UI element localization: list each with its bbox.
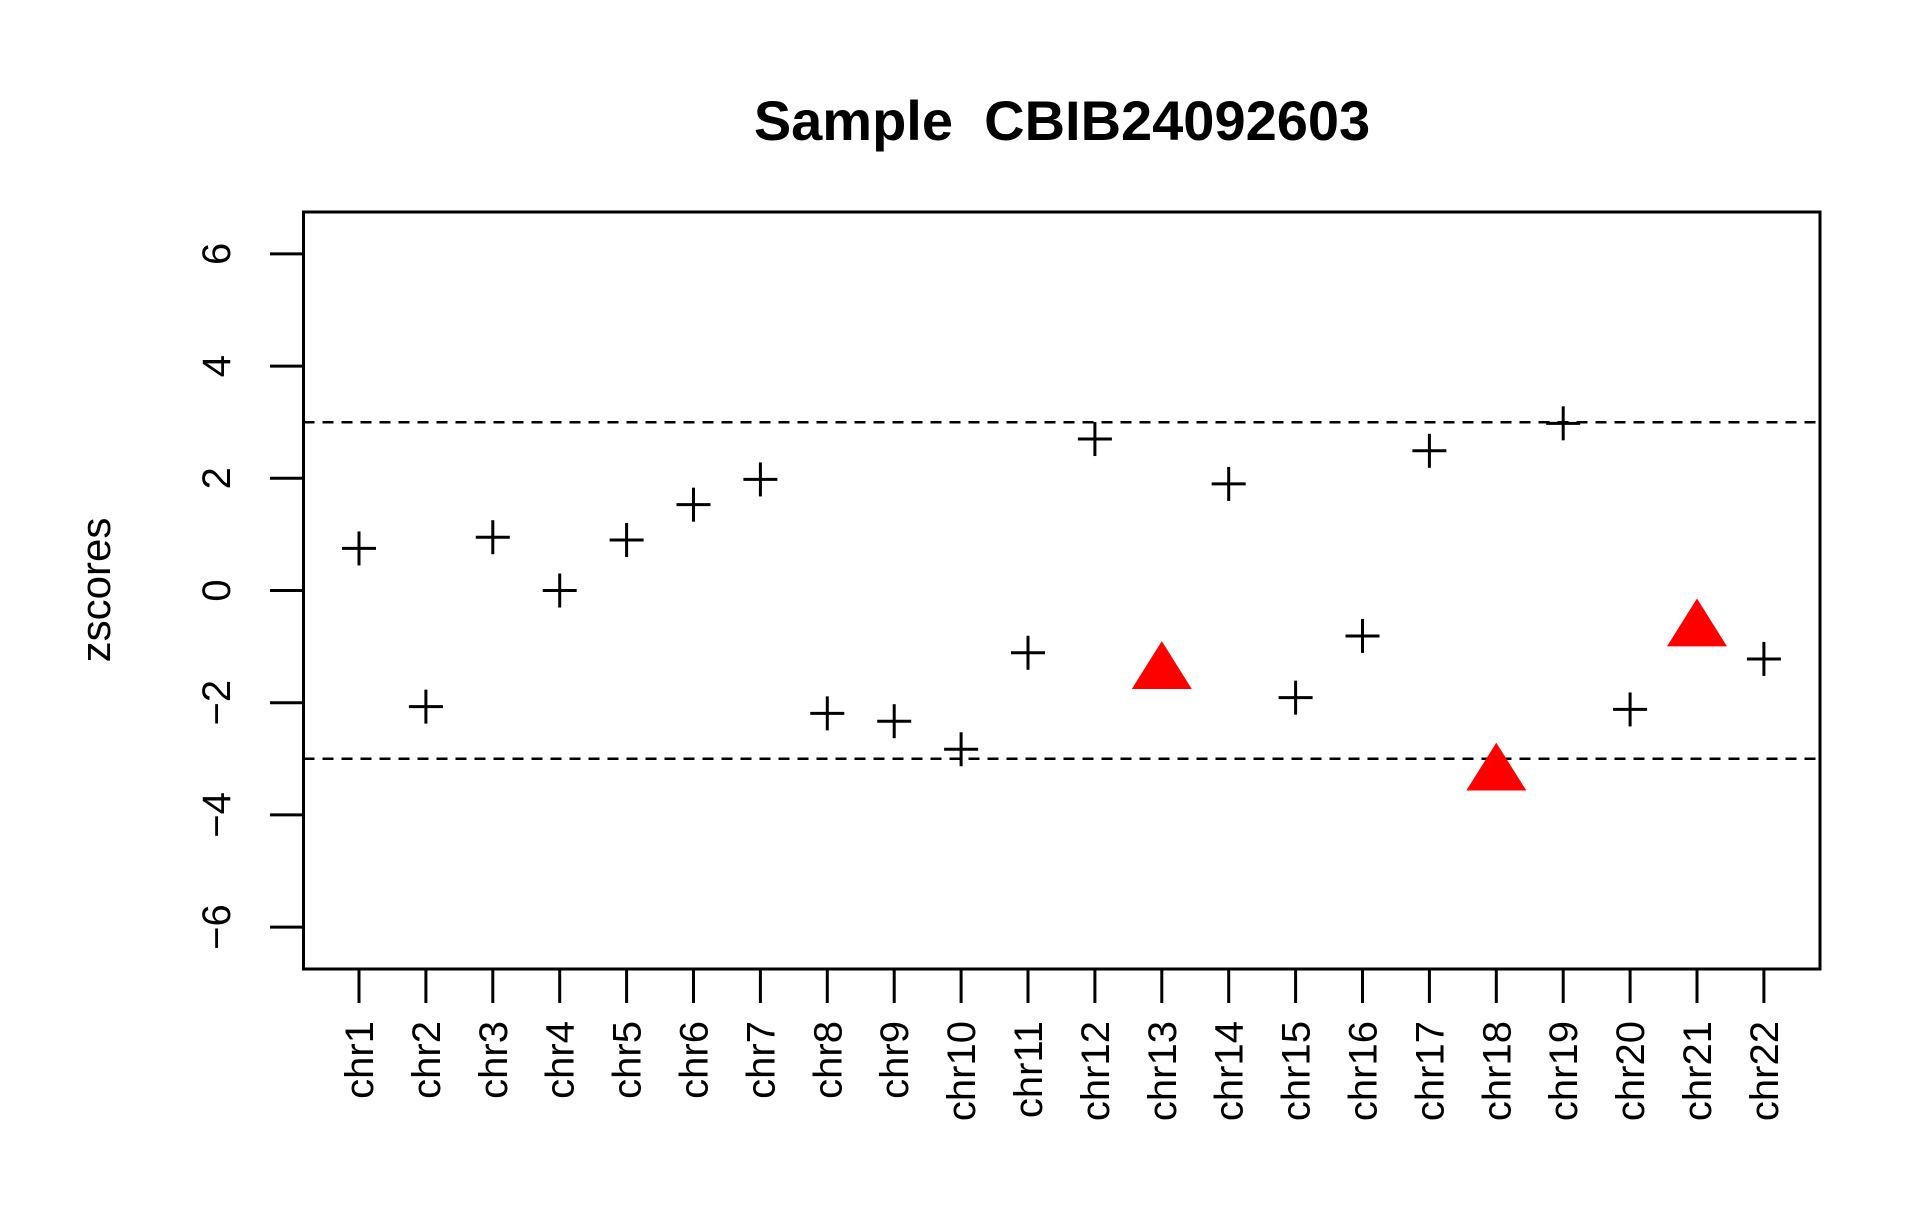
data-points [342,406,1781,791]
plus-point-chr2 [408,689,443,724]
plus-point-chr22 [1746,641,1781,676]
plus-point-chr7 [743,462,778,497]
plus-point-chr5 [609,523,644,558]
plus-point-chr19 [1546,406,1581,441]
x-tick-label-chr7: chr7 [739,1021,783,1099]
plus-point-chr10 [944,732,979,767]
chart-title: Sample CBIB24092603 [754,89,1370,152]
y-tick-label: 6 [195,243,239,265]
plus-point-chr20 [1613,692,1648,727]
triangle-point-chr13 [1131,641,1192,690]
plus-point-chr17 [1412,433,1447,468]
plot-frame [302,210,1822,971]
y-tick-label: −2 [195,680,239,726]
x-tick-label-chr16: chr16 [1342,1021,1386,1121]
x-tick-label-chr19: chr19 [1542,1021,1586,1121]
x-tick-label-chr17: chr17 [1408,1021,1452,1121]
y-tick-label: 2 [195,467,239,489]
x-tick-label-chr12: chr12 [1074,1021,1118,1121]
plus-point-chr6 [676,487,711,522]
x-tick-label-chr2: chr2 [405,1021,449,1099]
plus-point-chr8 [810,696,845,731]
y-tick-label: −6 [195,904,239,950]
x-tick-label-chr4: chr4 [539,1021,583,1099]
x-tick-label-chr8: chr8 [806,1021,850,1099]
x-tick-label-chr6: chr6 [673,1021,717,1099]
y-tick-label: −4 [195,792,239,838]
x-tick-label-chr5: chr5 [606,1021,650,1099]
plus-point-chr14 [1211,466,1246,501]
plus-point-chr11 [1011,635,1045,670]
x-tick-label-chr15: chr15 [1275,1021,1319,1121]
x-tick-label-chr18: chr18 [1475,1021,1519,1121]
x-tick-label-chr10: chr10 [940,1021,984,1121]
x-tick-label-chr20: chr20 [1609,1021,1653,1121]
plus-point-chr4 [542,573,577,608]
plus-point-chr15 [1278,680,1313,715]
triangle-point-chr21 [1667,598,1727,647]
y-axis: 6 4 2 0 −2 −4 −6 [195,243,305,950]
plus-point-chr12 [1077,422,1112,457]
plus-point-chr1 [342,531,376,566]
x-tick-label-chr3: chr3 [472,1021,516,1099]
x-tick-label-chr21: chr21 [1676,1021,1720,1121]
triangle-point-chr18 [1466,742,1527,791]
plus-point-chr9 [877,704,912,739]
x-axis: chr1 chr2 chr3 chr4 chr5 chr6 chr7 chr8 chr9 chr1… [338,967,1787,1121]
y-tick-label: 0 [195,579,239,601]
x-tick-label-chr11: chr11 [1007,1021,1051,1118]
reference-lines [303,420,1820,761]
x-tick-label-chr13: chr13 [1141,1021,1185,1121]
plus-point-chr16 [1345,618,1380,653]
x-tick-label-chr22: chr22 [1743,1021,1787,1121]
x-tick-label-chr14: chr14 [1208,1021,1252,1121]
plus-point-chr3 [475,520,510,555]
y-tick-label: 4 [195,355,239,377]
x-tick-label-chr1: chr1 [338,1021,382,1099]
x-tick-label-chr9: chr9 [873,1021,917,1099]
y-axis-label: zscores [72,518,119,663]
